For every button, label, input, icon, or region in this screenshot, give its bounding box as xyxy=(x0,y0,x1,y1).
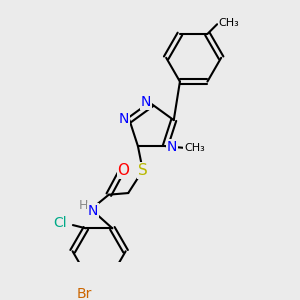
Text: N: N xyxy=(141,95,151,110)
Text: CH₃: CH₃ xyxy=(184,143,205,153)
Text: O: O xyxy=(117,163,129,178)
Text: N: N xyxy=(88,204,98,218)
Text: N: N xyxy=(167,140,177,154)
Text: H: H xyxy=(79,199,88,212)
Text: Cl: Cl xyxy=(53,217,66,230)
Text: N: N xyxy=(118,112,129,127)
Text: Br: Br xyxy=(76,287,92,300)
Text: S: S xyxy=(138,163,148,178)
Text: CH₃: CH₃ xyxy=(218,18,239,28)
